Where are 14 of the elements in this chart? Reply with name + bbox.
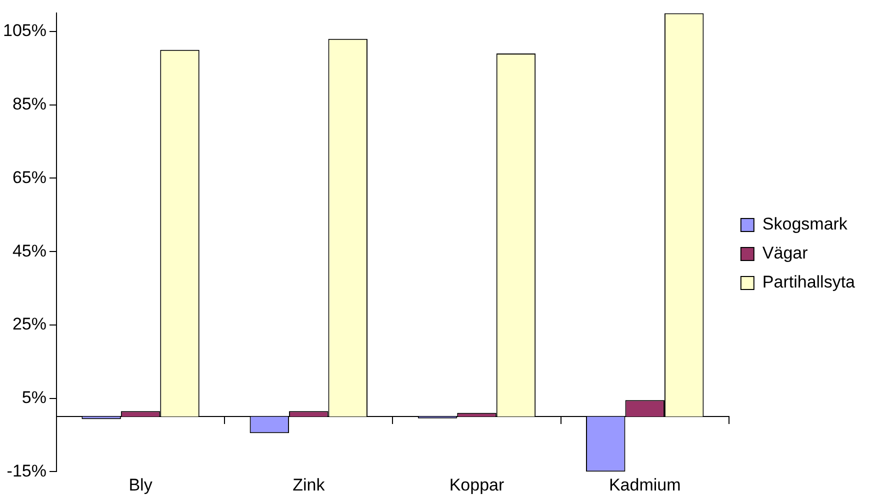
y-tick-label: 5%: [22, 388, 46, 407]
legend-label: Skogsmark: [762, 214, 848, 234]
y-tick-label: 45%: [12, 241, 46, 260]
legend-label: Vägar: [762, 244, 808, 263]
x-tick-label: Zink: [292, 475, 326, 494]
y-tick-label: 65%: [12, 168, 46, 187]
y-tick-label: 105%: [2, 21, 46, 40]
y-tick-label: 25%: [12, 314, 46, 334]
x-tick-label: Kadmium: [608, 475, 681, 494]
y-tick-label: 85%: [12, 94, 46, 114]
legend-label: Partihallsyta: [762, 272, 856, 292]
y-tick-label: -15%: [6, 461, 46, 480]
x-tick-label: Koppar: [449, 475, 504, 494]
x-tick-label: Bly: [128, 475, 153, 494]
